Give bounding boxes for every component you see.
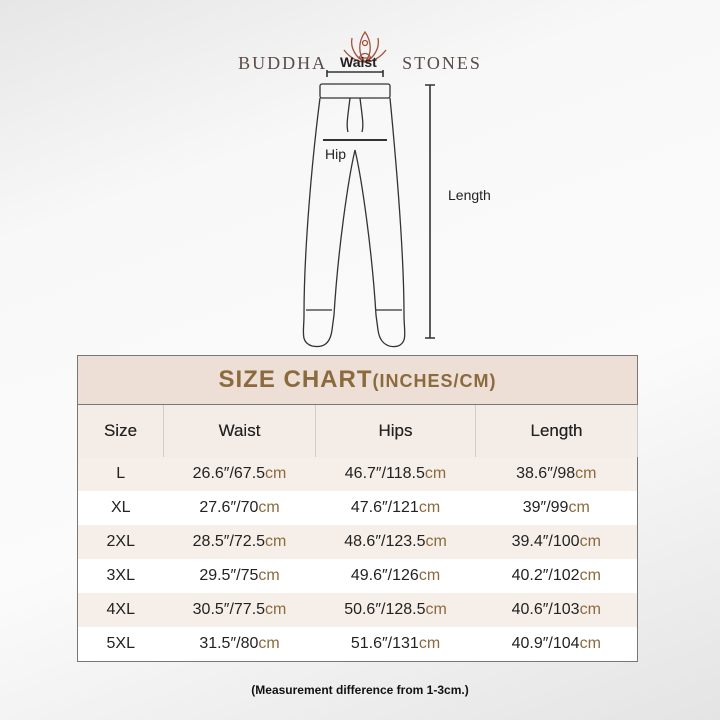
table-cell: 40.9″/104cm <box>475 627 638 662</box>
table-row: 2XL 28.5″/72.5cm 48.6″/123.5cm 39.4″/100cm <box>77 525 638 559</box>
header-hips: Hips <box>315 404 476 457</box>
table-cell: 29.5″/75cm <box>163 559 316 593</box>
table-row: 4XL 30.5″/77.5cm 50.6″/128.5cm 40.6″/103cm <box>77 593 638 627</box>
header-waist: Waist <box>163 404 316 457</box>
table-cell: 39″/99cm <box>475 491 638 525</box>
lotus-icon <box>343 30 387 63</box>
table-cell: 40.6″/103cm <box>475 593 638 627</box>
table-row: XL 27.6″/70cm 47.6″/121cm 39″/99cm <box>77 491 638 525</box>
table-cell: 47.6″/121cm <box>315 491 476 525</box>
table-cell: 51.6″/131cm <box>315 627 476 662</box>
table-cell: 3XL <box>77 559 164 593</box>
table-cell: XL <box>77 491 164 525</box>
table-cell: 27.6″/70cm <box>163 491 316 525</box>
table-cell: 50.6″/128.5cm <box>315 593 476 627</box>
waist-label: Waist <box>340 54 377 70</box>
header-size: Size <box>77 404 164 457</box>
table-cell: 40.2″/102cm <box>475 559 638 593</box>
size-chart-table: SIZE CHART(INCHES/CM) Size Waist Hips Le… <box>77 355 638 662</box>
table-cell: L <box>77 457 164 491</box>
table-title: SIZE CHART(INCHES/CM) <box>77 355 638 405</box>
table-row: 5XL 31.5″/80cm 51.6″/131cm 40.9″/104cm <box>77 627 638 662</box>
brand-left: BUDDHA <box>238 53 328 74</box>
table-cell: 26.6″/67.5cm <box>163 457 316 491</box>
table-cell: 31.5″/80cm <box>163 627 316 662</box>
brand-right: STONES <box>402 53 482 74</box>
table-cell: 30.5″/77.5cm <box>163 593 316 627</box>
table-cell: 49.6″/126cm <box>315 559 476 593</box>
table-cell: 28.5″/72.5cm <box>163 525 316 559</box>
table-cell: 38.6″/98cm <box>475 457 638 491</box>
table-cell: 4XL <box>77 593 164 627</box>
table-cell: 46.7″/118.5cm <box>315 457 476 491</box>
table-cell: 5XL <box>77 627 164 662</box>
table-cell: 2XL <box>77 525 164 559</box>
table-row: 3XL 29.5″/75cm 49.6″/126cm 40.2″/102cm <box>77 559 638 593</box>
table-cell: 48.6″/123.5cm <box>315 525 476 559</box>
measurement-note: (Measurement difference from 1-3cm.) <box>251 683 469 697</box>
table-row: L 26.6″/67.5cm 46.7″/118.5cm 38.6″/98cm <box>77 457 638 491</box>
header-length: Length <box>475 404 638 457</box>
pants-diagram <box>302 70 435 348</box>
length-label: Length <box>448 187 491 203</box>
hip-label: Hip <box>325 146 347 162</box>
brand-logo: BUDDHA STONES <box>0 28 720 74</box>
table-cell: 39.4″/100cm <box>475 525 638 559</box>
